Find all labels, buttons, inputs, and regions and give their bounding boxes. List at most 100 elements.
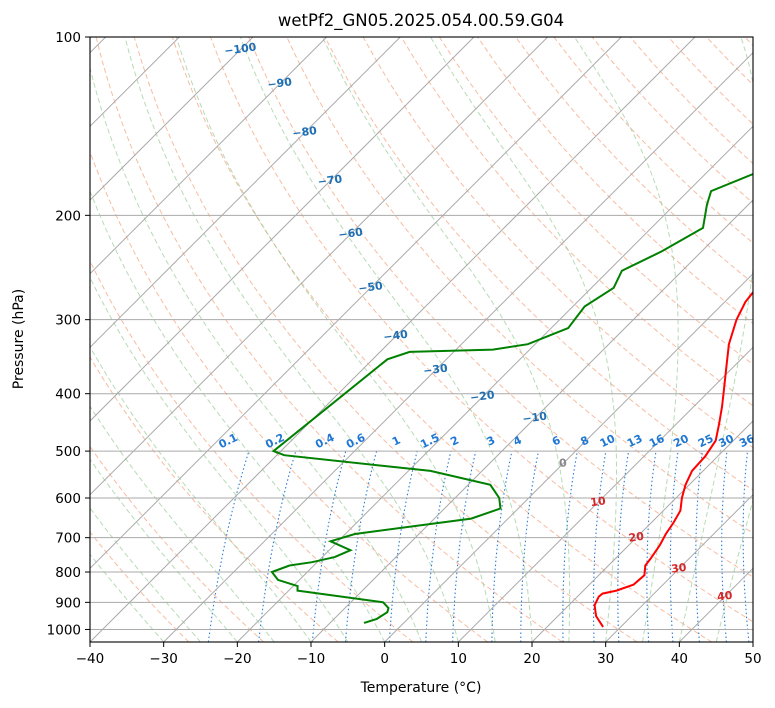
mixing-ratio-line	[670, 451, 678, 642]
mixing-ratio-line	[743, 451, 749, 642]
x-tick-label: −10	[297, 651, 326, 667]
dry-adiabat	[516, 37, 775, 642]
moist-adiabat	[575, 37, 679, 642]
mixing-ratio-label: 1	[390, 434, 403, 449]
dry-adiabat	[745, 37, 775, 642]
y-axis: 100 200 300 400 500 600 700 800 900 1000	[47, 30, 90, 638]
x-tick-label: −40	[76, 651, 105, 667]
isotherm	[679, 37, 775, 642]
x-tick-label: 20	[523, 651, 540, 667]
dry-adiabat-label: −50	[358, 279, 384, 295]
isotherm	[753, 37, 775, 642]
dry-adiabat-label: −30	[422, 361, 448, 377]
mixing-ratio-label: 13	[625, 432, 644, 450]
mixing-ratio-label: 30	[716, 432, 736, 451]
sounding-profiles	[272, 37, 775, 627]
isotherm	[606, 37, 775, 642]
moist-adiabat	[679, 37, 760, 642]
y-tick-label: 600	[55, 491, 81, 507]
dry-adiabat	[0, 37, 264, 642]
dry-adiabat-label: 30	[670, 561, 687, 576]
x-tick-label: 0	[380, 651, 389, 667]
mixing-ratio-label: 6	[550, 433, 563, 448]
mixing-ratio-label: 4	[511, 433, 524, 448]
x-axis: −40 −30 −20 −10 0 10 20 30 40 50	[76, 642, 762, 667]
moist-adiabat	[176, 37, 495, 642]
dry-adiabat-label: −60	[338, 225, 364, 241]
y-tick-label: 300	[55, 313, 81, 329]
dry-adiabat	[58, 37, 488, 642]
mixing-ratio-label: 3	[485, 434, 498, 449]
dry-adiabat-label: −80	[292, 124, 318, 140]
y-tick-label: 700	[55, 531, 81, 547]
x-tick-label: −20	[223, 651, 252, 667]
y-tick-label: 200	[55, 208, 81, 224]
moist-adiabat	[0, 37, 274, 642]
mixing-ratio-label: 0.6	[344, 431, 368, 451]
dry-adiabat-label: −20	[469, 388, 495, 404]
y-tick-label: 800	[55, 565, 81, 581]
dry-adiabat-label: 0	[558, 456, 568, 470]
dry-adiabat	[592, 37, 775, 642]
isotherm	[16, 37, 621, 642]
dry-adiabat-label: 10	[590, 494, 607, 509]
mixing-ratio-label: 1.5	[418, 431, 441, 451]
dry-adiabat	[668, 37, 775, 642]
y-tick-label: 500	[55, 444, 81, 460]
mixing-ratio-label: 2	[448, 434, 461, 449]
y-tick-label: 100	[55, 30, 81, 46]
x-tick-label: 30	[597, 651, 614, 667]
plot-area: −100−90−80−70−60−50−40−30−20−10010203040…	[0, 37, 775, 642]
mixing-ratio-label: 16	[647, 432, 667, 451]
dry-adiabat-label: −10	[522, 410, 548, 426]
x-tick-label: 10	[450, 651, 467, 667]
isotherm	[458, 37, 775, 642]
isotherm	[0, 37, 400, 642]
chart-title: wetPf2_GN05.2025.054.00.59.G04	[278, 11, 564, 31]
dry-adiabat-label: −90	[267, 75, 293, 91]
mixing-ratio-line	[426, 451, 451, 642]
moist-adiabat	[83, 37, 422, 642]
mixing-ratio-line	[208, 451, 249, 642]
x-tick-label: −30	[149, 651, 178, 667]
dry-adiabat-label: −70	[317, 172, 343, 188]
dry-adiabat	[0, 37, 189, 642]
mixing-ratio-line	[722, 451, 727, 642]
dry-adiabat-label: −40	[383, 328, 409, 344]
isotherm	[311, 37, 775, 642]
x-tick-label: 40	[671, 651, 688, 667]
moist-adiabat	[716, 37, 775, 642]
dewpoint-line	[272, 37, 775, 623]
mixing-ratio-label: 0.4	[313, 431, 337, 451]
dry-adiabat-label: 20	[628, 530, 645, 545]
y-tick-label: 900	[55, 595, 81, 611]
moist-adiabat	[0, 37, 237, 642]
mixing-ratio-label: 0.2	[263, 431, 286, 451]
dry-adiabat	[439, 37, 775, 642]
dry-adiabat	[20, 37, 413, 642]
mixing-ratio-line	[492, 451, 512, 642]
moist-adiabat	[0, 37, 201, 642]
mixing-ratio-label: 10	[598, 432, 618, 451]
dry-adiabat-label: −100	[224, 40, 258, 57]
isotherm	[0, 37, 253, 642]
moist-adiabat	[0, 37, 311, 642]
mixing-ratio-label: 25	[696, 432, 715, 450]
x-axis-label: Temperature (°C)	[360, 680, 482, 696]
y-tick-label: 400	[55, 387, 81, 403]
mixing-ratio-line	[563, 451, 578, 642]
plot-frame	[90, 37, 753, 642]
isotherm	[237, 37, 775, 642]
mixing-ratio-line	[765, 451, 772, 642]
x-tick-label: 50	[744, 651, 761, 667]
isotherm	[0, 37, 327, 642]
y-axis-label: Pressure (hPa)	[11, 289, 27, 389]
y-tick-label: 1000	[47, 622, 81, 638]
isotherm	[385, 37, 775, 642]
mixing-ratio-line	[647, 451, 656, 642]
mixing-ratio-label: 0.1	[217, 431, 240, 451]
dry-adiabat	[707, 37, 775, 642]
moist-adiabat	[323, 37, 570, 642]
dry-adiabat	[0, 37, 338, 642]
